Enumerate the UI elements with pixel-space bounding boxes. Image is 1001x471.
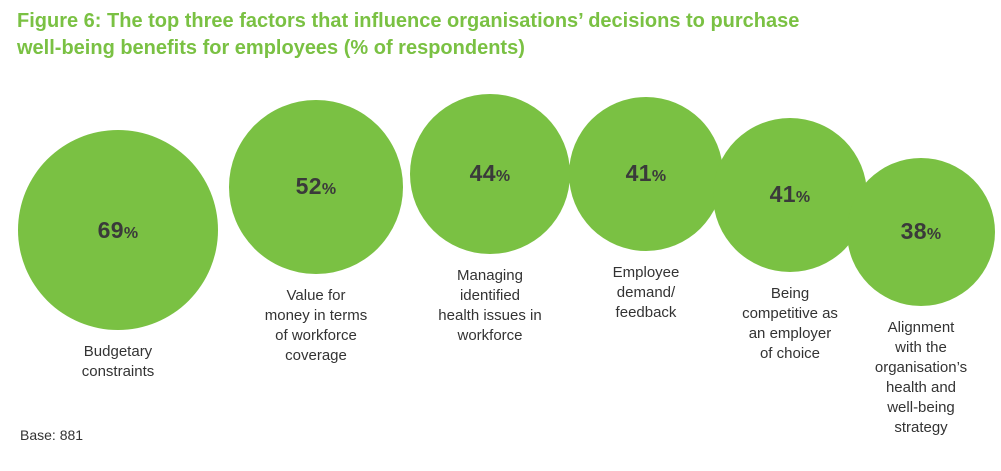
bubble-value-label: 52%: [295, 173, 337, 200]
bubble-value-label: 44%: [469, 160, 511, 187]
category-label: Alignment with the organisation’s health…: [874, 319, 968, 437]
bubble-5: 41%: [712, 117, 868, 273]
category-label: Budgetary constraints: [81, 343, 155, 380]
base-note: Base: 881: [20, 427, 84, 443]
chart-title: Figure 6: The top three factors that inf…: [17, 10, 800, 59]
bubble-3: 44%: [410, 94, 570, 254]
bubble-value-label: 41%: [625, 160, 667, 187]
bubble-value-label: 41%: [769, 181, 811, 208]
bubble-value-label: 38%: [900, 218, 942, 245]
bubble-2: 52%: [229, 100, 403, 274]
category-label: Being competitive as an employer of choi…: [742, 285, 838, 363]
bubble-1: 69%: [18, 130, 218, 330]
category-label: Managing identified health issues in wor…: [438, 266, 542, 344]
category-label: Value for money in terms of workforce co…: [264, 286, 368, 364]
bubble-6: 38%: [846, 157, 996, 307]
bubble-4: 41%: [568, 96, 724, 252]
category-label: Employee demand/ feedback: [612, 264, 680, 322]
bubble-value-label: 69%: [97, 216, 139, 243]
